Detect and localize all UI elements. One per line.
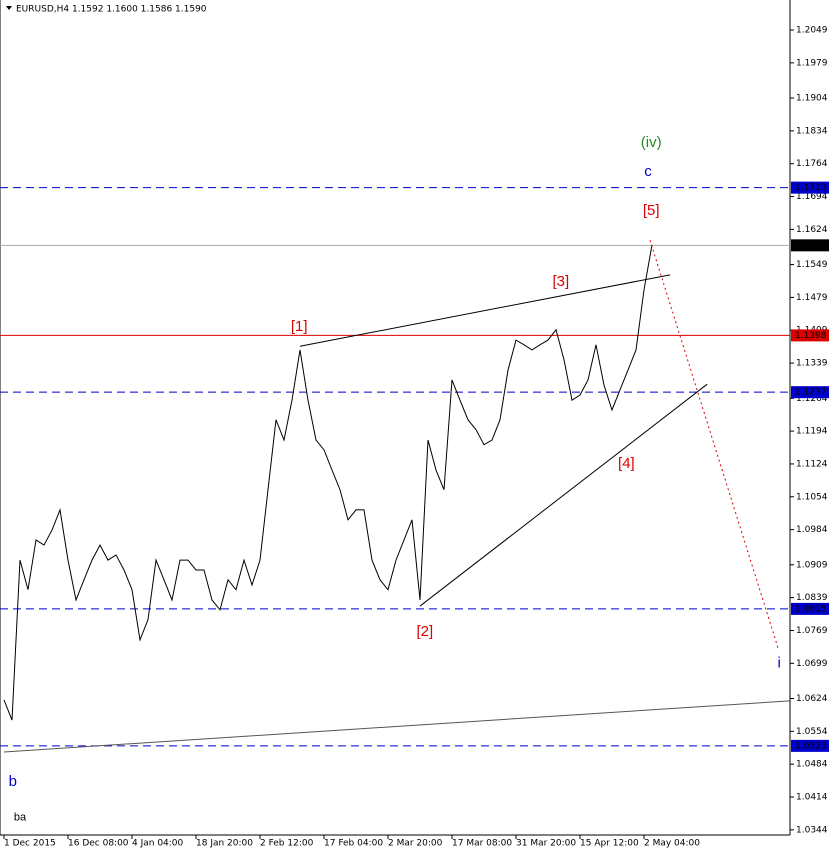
level-label-box — [791, 739, 829, 752]
y-tick-label: 1.1264 — [796, 394, 828, 404]
y-tick-label: 1.0839 — [796, 593, 828, 603]
y-tick-label: 1.1479 — [796, 293, 828, 303]
level-label: 1.1713 — [795, 183, 827, 193]
y-tick-label: 1.1339 — [796, 359, 828, 369]
level-label-box — [791, 602, 829, 615]
wave-label: (iv) — [641, 134, 662, 151]
wave-label: [1] — [291, 318, 308, 335]
y-tick-label: 1.1124 — [796, 459, 828, 469]
y-tick-label: 1.1054 — [796, 492, 828, 502]
level-label-box — [791, 386, 829, 399]
trend-line — [419, 383, 708, 607]
trend-line — [3, 700, 791, 753]
x-tick-label: 2 Feb 12:00 — [260, 839, 314, 849]
wave-label: [2] — [416, 623, 433, 640]
y-tick-label: 1.0909 — [796, 560, 828, 570]
y-tick-label: 1.0769 — [796, 626, 828, 636]
level-label: 1.1277 — [795, 388, 827, 398]
level-label-box — [791, 239, 829, 252]
y-tick-label: 1.0984 — [796, 525, 828, 535]
x-tick-label: 2 Mar 20:00 — [388, 839, 443, 849]
y-tick-label: 1.1694 — [796, 192, 828, 202]
x-tick-label: 4 Jan 04:00 — [132, 839, 184, 849]
wave-label: ba — [14, 812, 27, 824]
x-tick-label: 17 Mar 08:00 — [452, 839, 512, 849]
y-tick-label: 1.0484 — [796, 760, 828, 770]
x-tick-label: 31 Mar 20:00 — [516, 839, 576, 849]
y-tick-label: 1.0554 — [796, 727, 828, 737]
wave-label: c — [644, 163, 652, 180]
y-tick-label: 1.2049 — [796, 26, 828, 36]
y-tick-label: 1.1979 — [796, 58, 828, 68]
wave-label: [5] — [643, 202, 660, 219]
level-label: 1.0815 — [795, 604, 827, 614]
wave-label: [3] — [552, 273, 569, 290]
level-label-box — [791, 329, 829, 342]
title-icon — [6, 6, 12, 10]
y-tick-label: 1.1194 — [796, 427, 828, 437]
wave-label: b — [9, 773, 17, 790]
level-label-box — [791, 181, 829, 194]
y-tick-label: 1.1834 — [796, 126, 828, 136]
y-tick-label: 1.0624 — [796, 694, 828, 704]
y-tick-label: 1.1764 — [796, 159, 828, 169]
trend-line — [649, 240, 779, 648]
y-tick-label: 1.0414 — [796, 793, 828, 803]
level-label: 1.1398 — [795, 331, 827, 341]
y-tick-label: 1.1549 — [796, 260, 828, 270]
level-label: 1.0523 — [795, 741, 827, 751]
y-tick-label: 1.1904 — [796, 94, 828, 104]
trend-line — [299, 274, 671, 347]
wave-label: [4] — [618, 455, 635, 472]
level-label: 1.159 — [795, 241, 821, 251]
x-tick-label: 17 Feb 04:00 — [324, 839, 383, 849]
y-tick-label: 1.0699 — [796, 659, 828, 669]
x-tick-label: 1 Dec 2015 — [4, 839, 56, 849]
chart-title: EURUSD,H4 1.1592 1.1600 1.1586 1.1590 — [16, 5, 207, 15]
wave-label: i — [778, 655, 781, 672]
x-tick-label: 2 May 04:00 — [644, 839, 700, 849]
x-tick-label: 16 Dec 08:00 — [68, 839, 129, 849]
y-tick-label: 1.0344 — [796, 825, 828, 835]
price-line — [3, 244, 653, 721]
y-tick-label: 1.1624 — [796, 225, 828, 235]
x-tick-label: 15 Apr 12:00 — [580, 839, 639, 849]
x-tick-label: 18 Jan 20:00 — [196, 839, 253, 849]
